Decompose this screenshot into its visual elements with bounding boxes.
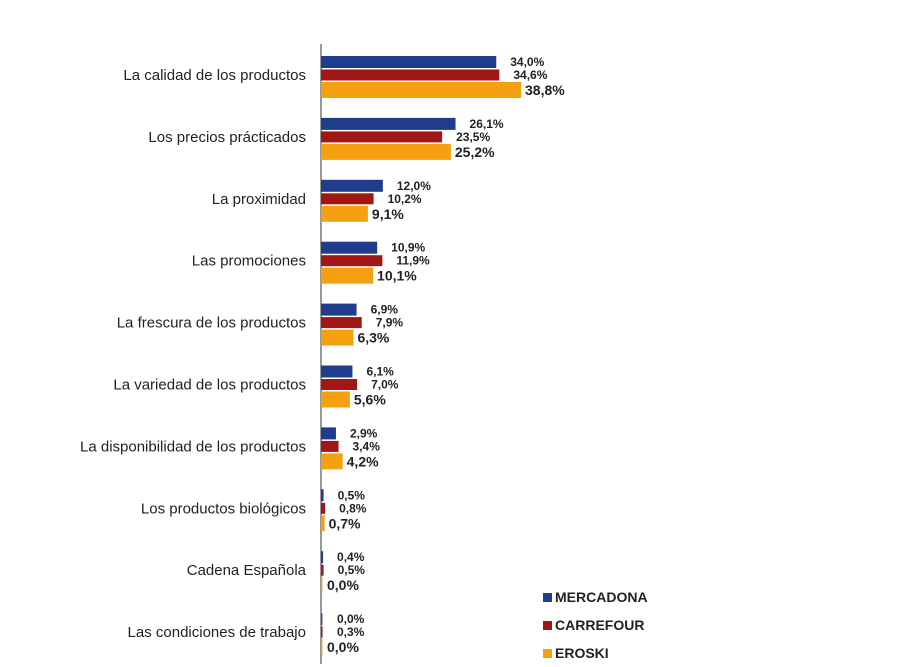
bar-mercadona (321, 56, 497, 68)
data-label: 38,8% (525, 82, 565, 98)
category-label: Los precios prácticados (148, 129, 306, 146)
bar-mercadona (321, 613, 323, 626)
bar-mercadona (321, 179, 383, 192)
bar-eroski (321, 205, 368, 222)
category-label: Las condiciones de trabajo (128, 624, 306, 641)
bar-eroski (321, 639, 323, 656)
data-label: 7,9% (376, 316, 404, 330)
bar-mercadona (321, 551, 324, 564)
bar-eroski (321, 515, 325, 532)
bar-mercadona (321, 303, 357, 316)
data-label: 2,9% (350, 426, 378, 440)
data-label: 0,4% (337, 550, 365, 564)
data-label: 34,0% (510, 55, 544, 69)
bar-eroski (321, 82, 521, 98)
category-label: Las promociones (192, 253, 306, 270)
data-label: 26,1% (470, 117, 504, 131)
legend-swatch (543, 649, 552, 658)
data-label: 6,3% (357, 330, 389, 346)
data-label: 3,4% (353, 439, 381, 453)
bar-carrefour (321, 131, 443, 143)
bar-mercadona (321, 117, 456, 130)
bar-carrefour (321, 626, 323, 638)
legend-label: MERCADONA (555, 589, 648, 605)
bar-mercadona (321, 241, 378, 254)
data-label: 0,3% (337, 625, 365, 639)
category-label: Los productos biológicos (141, 500, 306, 517)
data-label: 25,2% (455, 144, 495, 160)
data-label: 34,6% (513, 68, 547, 82)
data-label: 4,2% (347, 453, 379, 469)
legend-label: CARREFOUR (555, 617, 644, 633)
bar-carrefour (321, 440, 339, 452)
bar-carrefour (321, 317, 362, 329)
bar-carrefour (321, 379, 358, 390)
bar-eroski (321, 453, 343, 470)
category-label: Cadena Española (187, 562, 307, 579)
category-label: La disponibilidad de los productos (80, 438, 306, 455)
bars-group (321, 56, 521, 656)
legend-swatch (543, 593, 552, 602)
data-label: 9,1% (372, 206, 404, 222)
data-label: 5,6% (354, 392, 386, 408)
category-label: La proximidad (212, 191, 306, 208)
bar-carrefour (321, 502, 326, 514)
bar-eroski (321, 577, 323, 594)
data-label: 0,7% (329, 515, 361, 531)
data-label: 10,2% (388, 192, 422, 206)
bar-carrefour (321, 255, 383, 267)
category-label: La variedad de los productos (113, 377, 306, 394)
data-label: 10,1% (377, 268, 417, 284)
data-label: 12,0% (397, 179, 431, 193)
data-label: 0,0% (337, 612, 365, 626)
bar-mercadona (321, 489, 324, 502)
legend-swatch (543, 621, 552, 630)
data-label: 11,9% (396, 254, 430, 268)
legend: MERCADONA CARREFOUR EROSKI (543, 589, 648, 661)
bar-carrefour (321, 564, 324, 576)
data-label: 10,9% (391, 241, 425, 255)
bar-mercadona (321, 365, 353, 378)
data-label: 6,1% (366, 365, 394, 379)
data-label: 0,8% (339, 501, 367, 515)
data-label: 0,5% (338, 488, 366, 502)
category-label: La calidad de los productos (123, 67, 306, 84)
legend-label: EROSKI (555, 645, 609, 661)
bar-mercadona (321, 427, 336, 440)
data-label: 0,0% (327, 577, 359, 593)
data-label: 7,0% (371, 378, 399, 392)
bar-eroski (321, 329, 354, 346)
bar-eroski (321, 391, 350, 408)
data-label: 6,9% (371, 303, 399, 317)
bar-carrefour (321, 69, 500, 81)
bar-carrefour (321, 193, 374, 205)
data-label: 0,0% (327, 639, 359, 655)
data-label: 23,5% (456, 130, 490, 144)
bar-eroski (321, 143, 451, 160)
labels-group: La calidad de los productos 34,0%34,6%38,… (80, 55, 565, 655)
category-label: La frescura de los productos (117, 315, 306, 332)
data-label: 0,5% (338, 563, 366, 577)
bar-eroski (321, 267, 374, 284)
